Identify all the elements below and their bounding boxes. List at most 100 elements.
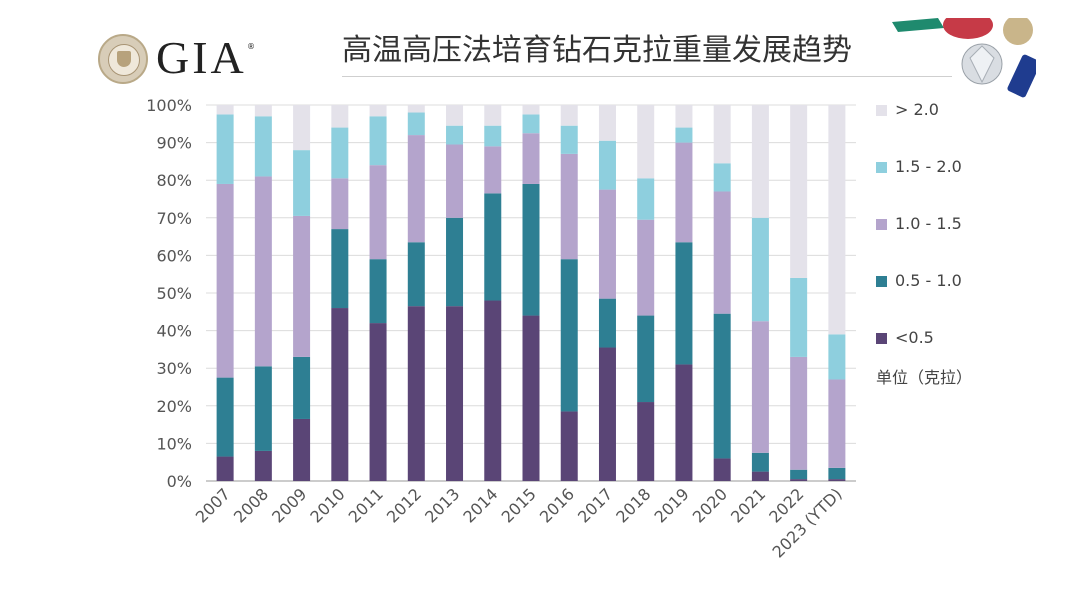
bar-segment (522, 133, 540, 184)
bar-segment (484, 125, 502, 147)
legend-item-1-5-to-2: 1.5 - 2.0 (876, 155, 1066, 179)
bar-segment (331, 229, 349, 309)
bar-segment (790, 105, 808, 278)
bar-segment (293, 356, 311, 419)
y-tick-label: 90% (156, 134, 192, 153)
bar-segment (751, 105, 769, 218)
gemstones-decoration (892, 18, 1036, 98)
legend-item-gt-2: > 2.0 (876, 98, 1066, 122)
bar-segment (254, 450, 272, 481)
bar-segment (751, 217, 769, 322)
bar-segment (790, 469, 808, 480)
bar-segment (560, 105, 578, 126)
bar-segment (522, 105, 540, 115)
legend-item-1-to-1-5: 1.0 - 1.5 (876, 212, 1066, 236)
legend-item-0-5-to-1: 0.5 - 1.0 (876, 269, 1066, 293)
bar-segment (598, 189, 616, 299)
x-tick-label: 2018 (612, 484, 654, 526)
sapphire-gem (1007, 54, 1036, 98)
legend-swatch (876, 219, 887, 230)
bar-segment (331, 308, 349, 481)
bar-segment (751, 471, 769, 481)
legend-label: 1.5 - 2.0 (895, 157, 962, 176)
bar-segment (560, 125, 578, 154)
bar-segment (293, 105, 311, 151)
bar-segment (216, 377, 234, 457)
bar-segment (407, 242, 425, 307)
bar-segment (675, 105, 693, 128)
bar-segment (446, 125, 464, 145)
bar-segment (598, 140, 616, 190)
bar-segment (254, 116, 272, 177)
legend-label: 0.5 - 1.0 (895, 271, 962, 290)
bar-segment (369, 259, 387, 324)
legend-label: > 2.0 (895, 100, 939, 119)
bar-segment (675, 142, 693, 243)
gia-logo-text: GIA (156, 32, 247, 83)
x-tick-label: 2012 (383, 484, 425, 526)
bar-segment (828, 379, 846, 468)
bar-segment (713, 163, 731, 192)
legend-swatch (876, 276, 887, 287)
bar-segment (790, 277, 808, 357)
bar-segment (216, 183, 234, 378)
gia-seal-logo (98, 34, 148, 84)
bar-segment (713, 313, 731, 459)
bar-segment (484, 193, 502, 301)
bar-segment (560, 411, 578, 481)
y-tick-label: 20% (156, 397, 192, 416)
y-tick-label: 50% (156, 284, 192, 303)
bar-segment (637, 315, 655, 403)
y-tick-label: 70% (156, 209, 192, 228)
registered-mark: ® (247, 42, 255, 51)
bar-segment (216, 114, 234, 184)
header: GIA ® 高温高压法培育钻石克拉重量发展趋势 (0, 0, 1080, 98)
x-tick-label: 2013 (421, 484, 463, 526)
y-tick-label: 30% (156, 359, 192, 378)
x-tick-label: 2008 (230, 484, 272, 526)
y-tick-label: 60% (156, 246, 192, 265)
x-tick-label: 2017 (574, 484, 616, 526)
bar-segment (446, 105, 464, 126)
bar-segment (446, 144, 464, 218)
y-tick-label: 0% (167, 472, 192, 491)
bar-segment (484, 105, 502, 126)
bar-segment (484, 146, 502, 194)
bar-segment (446, 306, 464, 481)
bar-segment (522, 114, 540, 134)
bar-segment (828, 479, 846, 481)
legend-label: <0.5 (895, 328, 934, 347)
unit-label: 单位（克拉） (876, 368, 973, 387)
bar-segment (446, 217, 464, 307)
legend-swatch (876, 105, 887, 116)
x-tick-label: 2019 (651, 484, 693, 526)
bar-segment (522, 315, 540, 481)
x-tick-label: 2015 (498, 484, 540, 526)
emerald-gem (892, 18, 944, 32)
x-tick-label: 2020 (689, 484, 731, 526)
bar-segment (254, 176, 272, 367)
bar-segment (560, 259, 578, 412)
y-tick-label: 80% (156, 171, 192, 190)
bar-segment (560, 153, 578, 260)
bar-segment (369, 105, 387, 117)
bar-segment (254, 105, 272, 117)
pearl-gem (1003, 18, 1033, 45)
legend-label: 1.0 - 1.5 (895, 214, 962, 233)
legend-swatch (876, 333, 887, 344)
x-tick-label: 2011 (345, 484, 387, 526)
bar-segment (675, 242, 693, 365)
bar-segment (637, 105, 655, 179)
ruby-gem (943, 18, 993, 39)
bar-segment (790, 479, 808, 481)
bar-segment (216, 456, 234, 481)
y-axis-ticks: 0% 10% 20% 30% 40% 50% 60% 70% 80% 90% 100% (146, 96, 192, 491)
bar-segment (637, 402, 655, 481)
page-title: 高温高压法培育钻石克拉重量发展趋势 (342, 33, 852, 68)
y-tick-label: 100% (146, 96, 192, 115)
bar-segment (293, 418, 311, 481)
bar-segment (254, 366, 272, 451)
bar-segment (828, 105, 846, 335)
x-tick-label: 2009 (268, 484, 310, 526)
